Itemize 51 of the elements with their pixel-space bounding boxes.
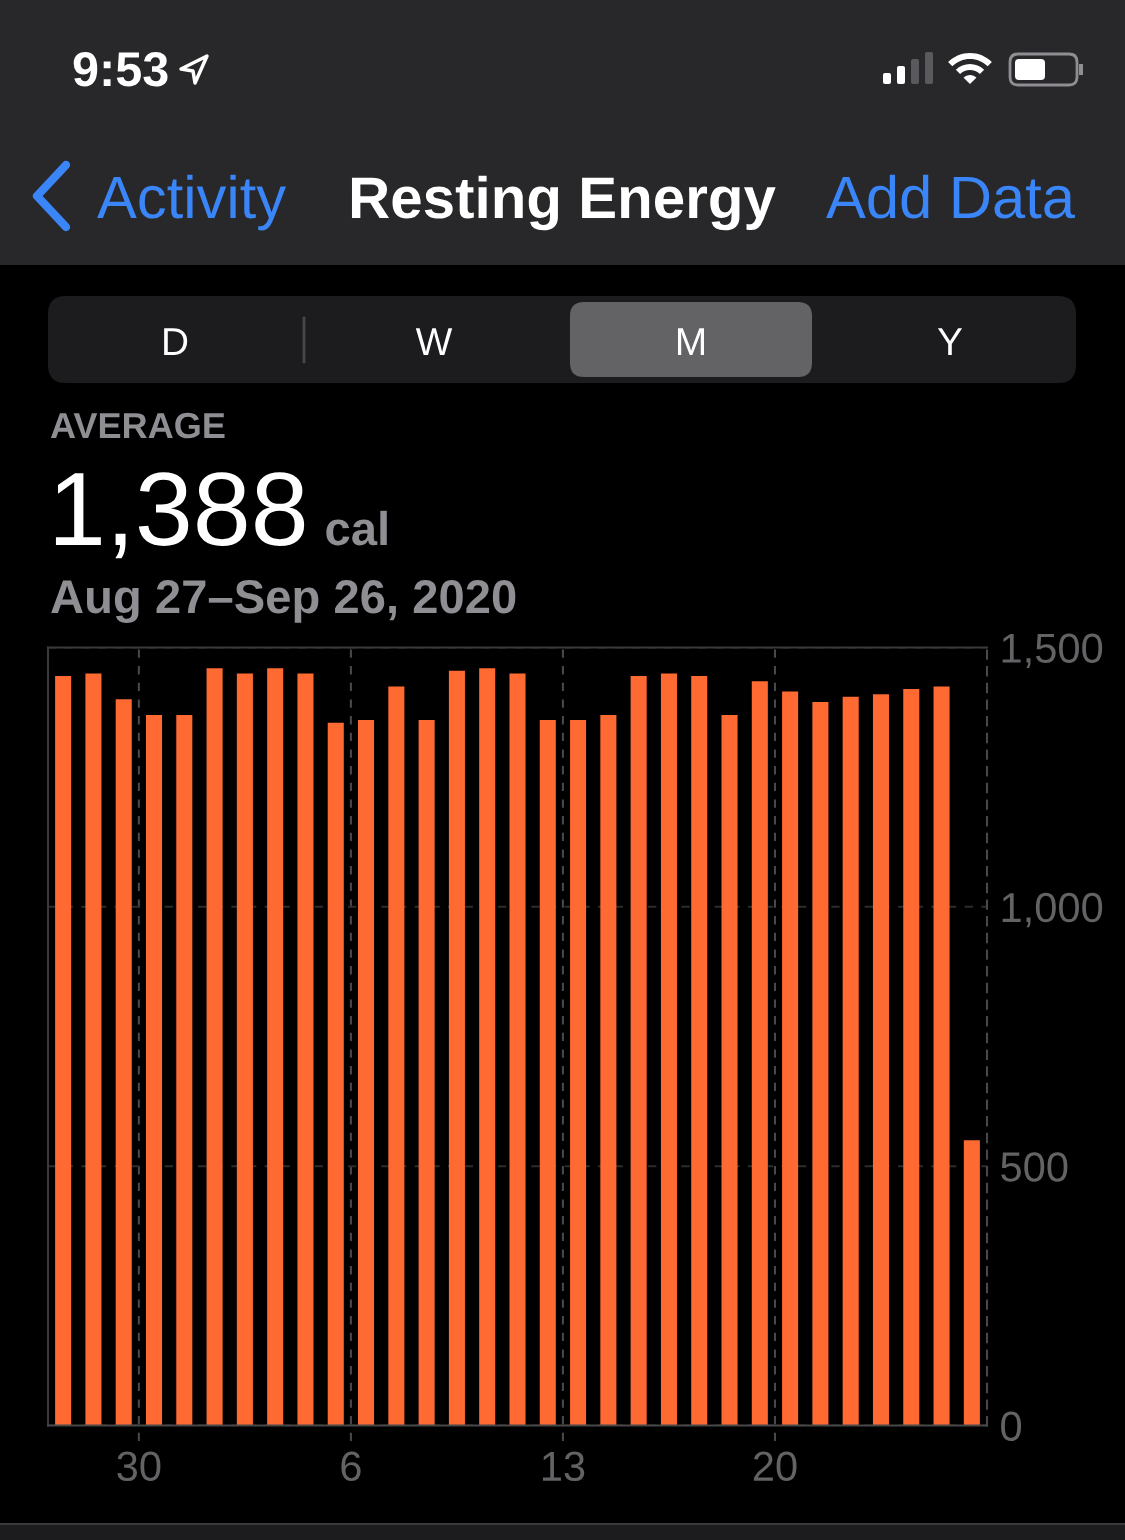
chart-subtitle: Aug 27–Sep 26, 2020: [51, 580, 516, 624]
bar: [872, 694, 890, 1426]
bar: [479, 668, 496, 1426]
x-tick-label: 13: [542, 1451, 585, 1482]
y-tick-label: 0: [1001, 1411, 1022, 1442]
bar: [600, 714, 617, 1426]
bar: [448, 670, 465, 1426]
text: Y: [937, 328, 963, 355]
bar: [327, 722, 344, 1426]
bar: [933, 686, 950, 1426]
bar: [903, 688, 920, 1426]
text: Activity: [97, 174, 287, 231]
y-tick-label: 1,000: [1002, 892, 1103, 928]
text: Add Data: [826, 174, 1076, 219]
text: W: [415, 328, 453, 355]
bar: [630, 676, 647, 1426]
text: 9:53: [73, 52, 168, 87]
x-tick-label: 30: [117, 1451, 161, 1482]
bar: [660, 673, 677, 1426]
bar: [539, 720, 556, 1426]
bar: [418, 720, 435, 1426]
bar: [85, 673, 102, 1426]
bar: [145, 714, 163, 1426]
bar: [691, 676, 708, 1426]
bar: [388, 686, 405, 1426]
bar: [509, 673, 526, 1426]
bar: [206, 668, 223, 1426]
text: M: [677, 328, 705, 355]
bar: [782, 691, 799, 1426]
bar: [236, 673, 253, 1426]
text: AVERAGE: [50, 412, 225, 439]
bar: [55, 676, 72, 1426]
bar: [267, 668, 284, 1426]
chart-title: Resting Energy: [351, 175, 776, 231]
text: D: [164, 328, 188, 355]
y-tick-label: 500: [1001, 1152, 1068, 1182]
text: 1,388: [55, 472, 305, 559]
text: cal: [326, 510, 387, 546]
bar: [115, 699, 132, 1426]
bar: [570, 720, 587, 1426]
bar: [721, 714, 738, 1426]
bar: [751, 681, 768, 1426]
y-tick-label: 1,500: [1002, 633, 1103, 668]
bar: [358, 720, 375, 1426]
bar: [842, 696, 859, 1426]
bar: [812, 701, 829, 1426]
x-tick-label: 6: [341, 1451, 361, 1482]
x-tick-label: 20: [753, 1451, 797, 1482]
bar: [963, 1140, 980, 1426]
bar: [297, 673, 314, 1426]
bar: [176, 714, 193, 1426]
